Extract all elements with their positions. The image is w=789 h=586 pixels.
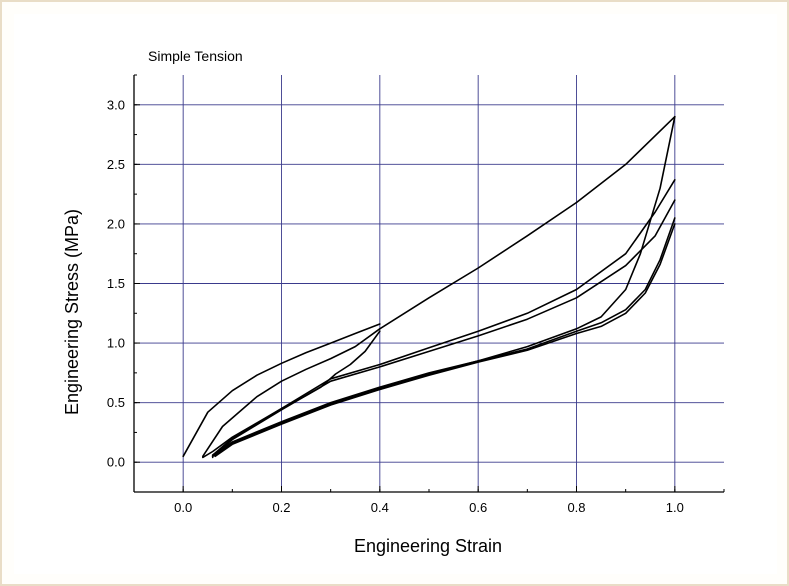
grid	[134, 75, 724, 492]
y-axis-label: Engineering Stress (MPa)	[62, 209, 82, 415]
y-tick-label: 1.0	[107, 336, 125, 351]
axes	[133, 74, 725, 493]
stress-strain-curve	[211, 199, 676, 458]
stress-strain-curve	[202, 328, 381, 458]
x-tick-label: 0.8	[567, 500, 585, 515]
tick-labels: 0.0 0.2 0.4 0.6 0.8 1.0 0.0 0.5 1.0 1.5 2.0 2.5 3.0	[107, 97, 684, 515]
y-tick-label: 0.5	[107, 395, 125, 410]
y-tick-label: 3.0	[107, 97, 125, 112]
x-tick-label: 0.4	[371, 500, 389, 515]
stress-strain-chart: 0.0 0.2 0.4 0.6 0.8 1.00.00.51.01.52.02.53.0 …	[62, 48, 725, 556]
chart-title: Simple Tension	[148, 48, 243, 64]
y-tick-label: 2.5	[107, 157, 125, 172]
x-tick-label: 0.0	[174, 500, 192, 515]
y-tick-label: 1.5	[107, 276, 125, 291]
y-tick-label: 0.0	[107, 455, 125, 470]
stress-strain-curve	[379, 115, 676, 330]
y-tick-label: 2.0	[107, 216, 125, 231]
x-tick-label: 0.2	[272, 500, 290, 515]
curves	[182, 115, 676, 459]
x-tick-label: 1.0	[666, 500, 684, 515]
chart-panel: 0.0 0.2 0.4 0.6 0.8 1.0 0.0 0.5 1.0 1.5 2.0 2.5 3.0 …	[14, 14, 777, 574]
stress-strain-curve	[182, 323, 381, 458]
stress-strain-curve	[211, 115, 676, 459]
stress-strain-curve	[211, 179, 676, 456]
stress-strain-curve	[211, 217, 676, 458]
x-axis-label: Engineering Strain	[354, 536, 502, 556]
x-tick-label: 0.6	[469, 500, 487, 515]
stress-strain-curve	[214, 223, 676, 458]
